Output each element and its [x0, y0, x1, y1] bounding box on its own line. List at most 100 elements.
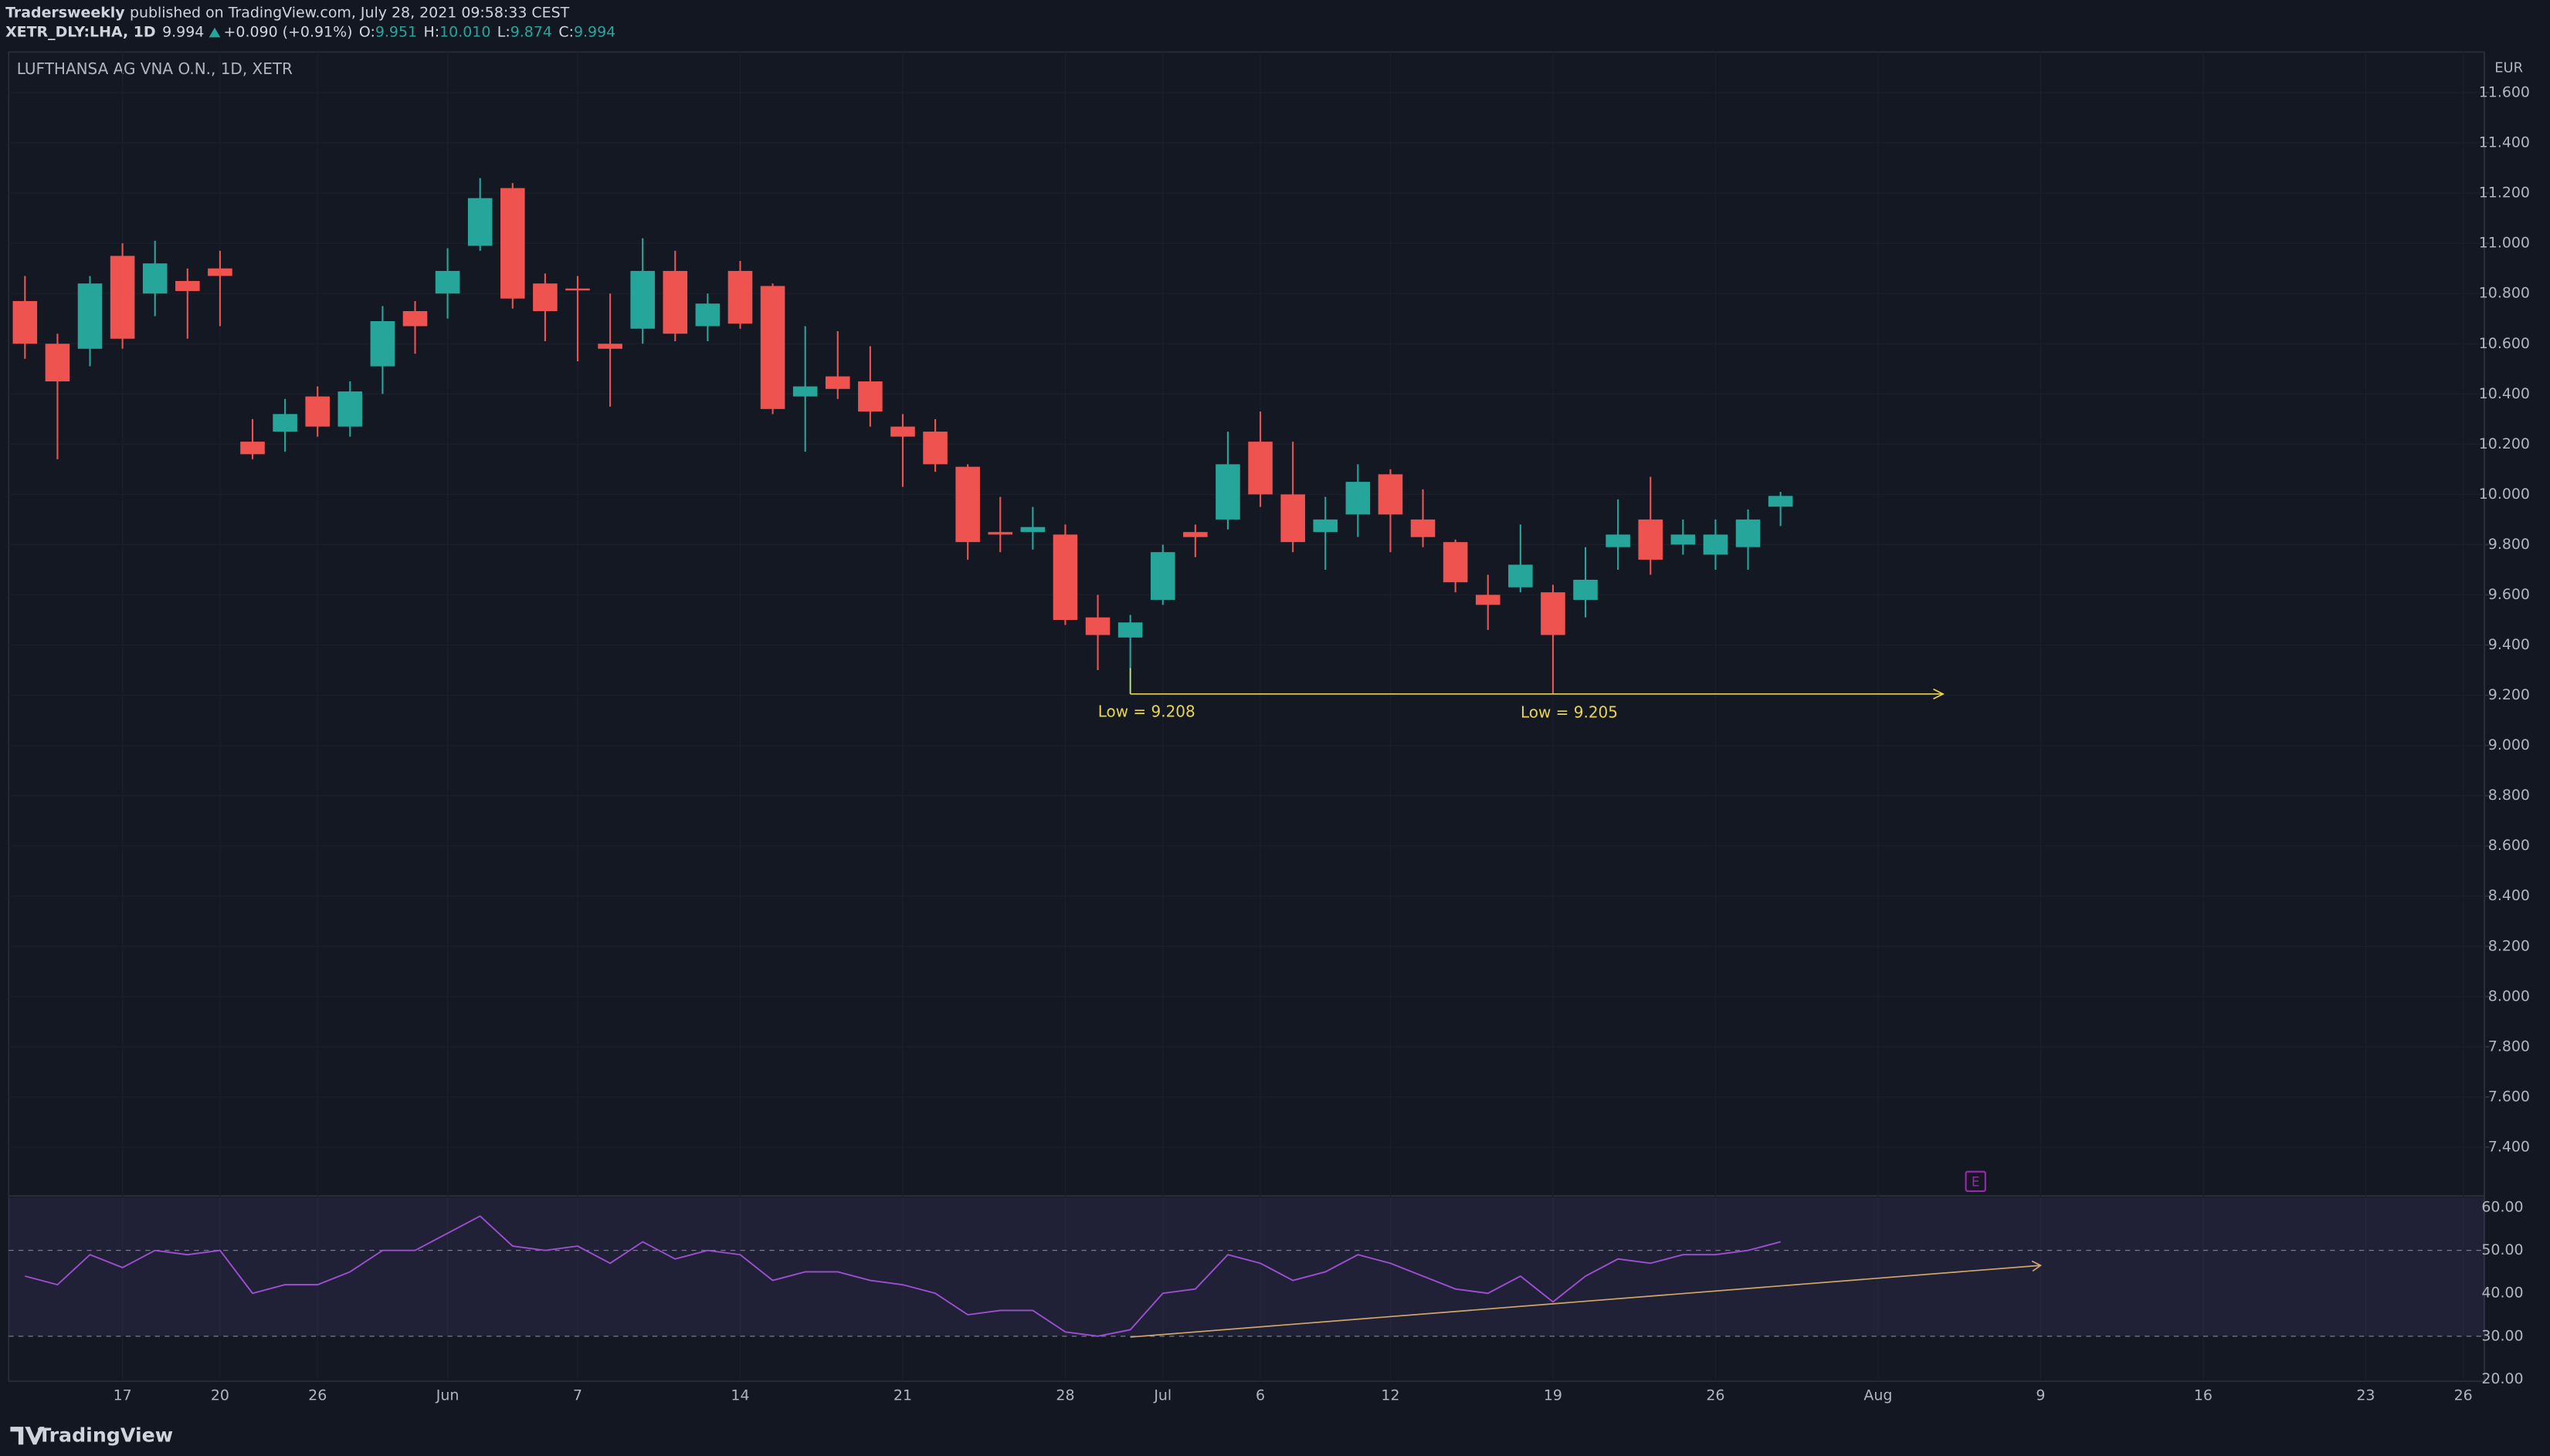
candle-body: [1313, 519, 1338, 533]
y-tick-label: 7.600: [2488, 1088, 2530, 1105]
y-tick-label: 9.000: [2488, 736, 2530, 753]
chart-pane: [8, 51, 2485, 1383]
candle-body: [1541, 592, 1565, 635]
annotation: Low = 9.208: [1098, 703, 1195, 721]
candle-body: [402, 310, 428, 327]
ohlc-value: 9.994: [574, 24, 615, 41]
x-tick-label: Jun: [436, 1387, 459, 1404]
candle-body: [45, 344, 70, 382]
y-tick-label: 11.600: [2479, 84, 2530, 101]
candle-body: [955, 466, 980, 543]
candle-body: [890, 426, 915, 437]
candle-body: [1703, 534, 1728, 555]
candle-body: [760, 286, 785, 409]
arrow-head: [2031, 1260, 2043, 1272]
rsi-band: [8, 1197, 2485, 1336]
candle-body: [1020, 527, 1046, 533]
y-tick-label: 40.00: [2481, 1285, 2523, 1302]
x-tick-label: 26: [2454, 1387, 2473, 1404]
x-tick-label: Jul: [1153, 1387, 1172, 1404]
rsi-trend-line: [1130, 1265, 2041, 1338]
y-tick-label: 10.800: [2479, 285, 2530, 302]
y-tick-label: 11.000: [2479, 235, 2530, 252]
y-tick-label: 9.400: [2488, 636, 2530, 653]
ohlc-value: 9.874: [510, 24, 552, 41]
ohlc-value: 9.951: [375, 24, 417, 41]
x-tick-label: 14: [731, 1387, 749, 1404]
y-tick-label: 9.200: [2488, 686, 2530, 703]
y-tick-label: 8.600: [2488, 837, 2530, 854]
y-tick-label: 8.200: [2488, 937, 2530, 954]
y-tick-label: 11.200: [2479, 185, 2530, 201]
y-tick-label: 10.400: [2479, 385, 2530, 402]
event-label: E: [1972, 1173, 1980, 1189]
y-tick-label: 11.400: [2479, 134, 2530, 151]
last-price: 9.994: [162, 24, 204, 41]
arrow-head: [1933, 688, 1945, 700]
candle-body: [1053, 534, 1078, 621]
change: +0.090 (+0.91%): [224, 24, 353, 41]
candle-body: [727, 270, 753, 324]
y-tick-label: 10.000: [2479, 486, 2530, 503]
candle-body: [110, 256, 135, 339]
candle-body: [1345, 482, 1371, 515]
footer-logo: [10, 1427, 45, 1445]
candle-body: [1183, 532, 1208, 537]
candle-body: [1443, 542, 1468, 583]
candle-body: [1768, 496, 1793, 507]
x-tick-label: 6: [1256, 1387, 1265, 1404]
symbol: XETR_DLY:LHA, 1D: [5, 24, 156, 41]
candle-body: [435, 270, 460, 294]
y-tick-label: 9.800: [2488, 536, 2530, 553]
candle-body: [1378, 474, 1403, 515]
x-tick-label: 9: [2036, 1387, 2045, 1404]
y-tick-label: 8.000: [2488, 987, 2530, 1004]
chart-title: LUFTHANSA AG VNA O.N., 1D, XETR: [17, 59, 293, 78]
up-triangle: [209, 27, 221, 38]
candle-body: [533, 283, 558, 311]
x-tick-label: 23: [2356, 1387, 2375, 1404]
candle-body: [1475, 594, 1500, 605]
candle-body: [12, 300, 38, 344]
x-tick-label: 19: [1544, 1387, 1562, 1404]
x-tick-label: 26: [1706, 1387, 1724, 1404]
ohlc-label: C:: [558, 24, 574, 41]
candle-body: [1735, 519, 1761, 547]
y-tick-label: 20.00: [2481, 1370, 2523, 1387]
candle-body: [240, 442, 265, 455]
candle-body: [988, 532, 1013, 535]
candle-body: [467, 198, 493, 246]
candle-body: [1216, 464, 1240, 520]
x-tick-label: 16: [2194, 1387, 2213, 1404]
y-tick-label: 60.00: [2481, 1199, 2523, 1216]
candle-body: [175, 280, 200, 291]
candle-body: [337, 391, 363, 427]
candle-body: [142, 263, 168, 294]
x-tick-label: 28: [1056, 1387, 1074, 1404]
y-tick-label: 30.00: [2481, 1327, 2523, 1344]
candle-body: [273, 414, 297, 432]
candle-body: [792, 386, 818, 397]
candle-body: [695, 303, 721, 327]
author: Tradersweekly: [5, 4, 125, 21]
y-tick-label: 7.400: [2488, 1138, 2530, 1155]
x-tick-label: 21: [894, 1387, 912, 1404]
footer-brand: TradingView: [38, 1424, 173, 1447]
candle-body: [208, 268, 232, 276]
x-tick-label: Aug: [1863, 1387, 1892, 1404]
candle-body: [1508, 564, 1533, 587]
candle-body: [1573, 579, 1598, 600]
candle-body: [1606, 534, 1630, 547]
candle-body: [1638, 519, 1663, 560]
candle-body: [630, 270, 655, 329]
x-tick-label: 7: [573, 1387, 582, 1404]
y-tick-label: 9.600: [2488, 586, 2530, 603]
y-tick-label: 7.800: [2488, 1038, 2530, 1055]
candle-body: [565, 288, 590, 291]
y-tick-label: 10.600: [2479, 335, 2530, 352]
candle-body: [1410, 519, 1436, 537]
candle-body: [923, 432, 948, 465]
candle-body: [370, 320, 395, 367]
candle-body: [77, 283, 103, 349]
